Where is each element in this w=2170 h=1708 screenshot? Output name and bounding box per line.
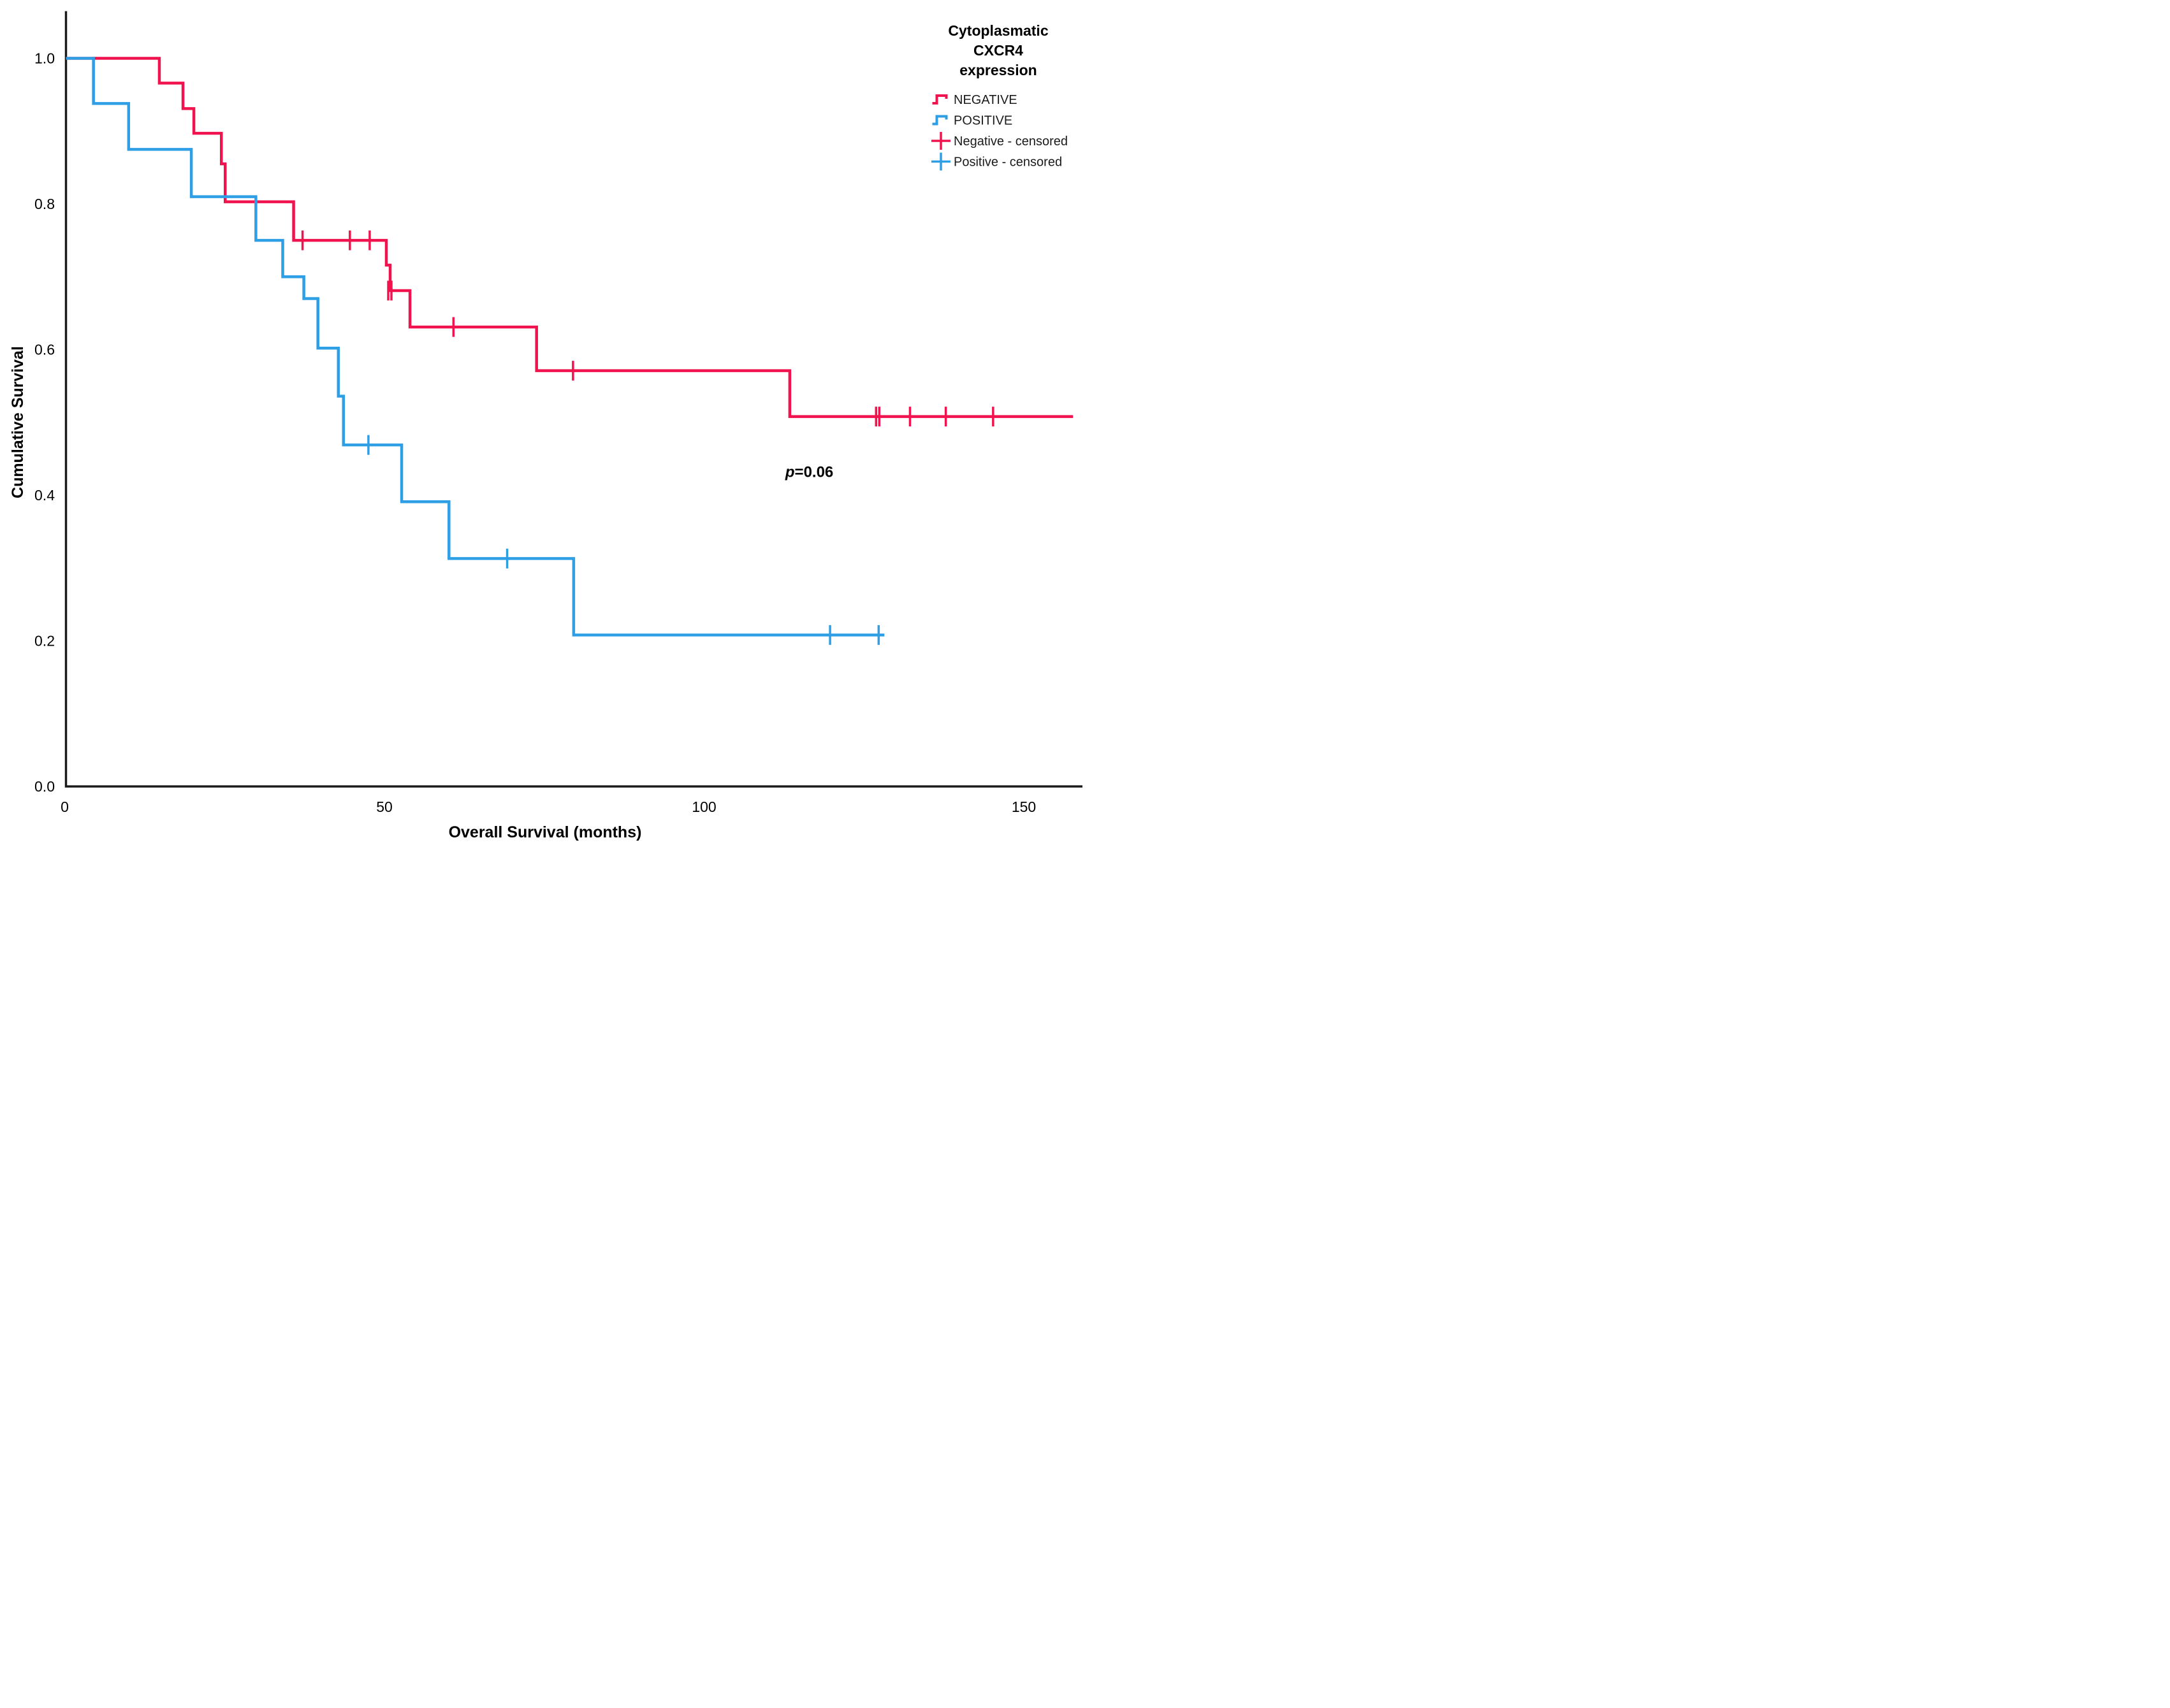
x-axis-title: Overall Survival (months) <box>449 823 642 841</box>
survival-curve-positive <box>66 57 885 637</box>
x-tick-label: 0 <box>61 799 69 815</box>
legend-item-positive: POSITIVE <box>932 114 1012 128</box>
x-tick-label: 50 <box>376 799 393 815</box>
legend-step-line-icon <box>932 94 948 105</box>
legend-item-positive-censored: Positive - censored <box>931 152 1062 171</box>
legend-item-label: Negative - censored <box>954 134 1068 148</box>
y-tick-label: 0.4 <box>34 487 55 503</box>
survival-curve-negative <box>66 57 1074 418</box>
x-tick-label: 150 <box>1012 799 1036 815</box>
legend-item-negative: NEGATIVE <box>932 93 1017 107</box>
legend-title-line: CXCR4 <box>973 42 1023 59</box>
legend-item-label: Positive - censored <box>954 156 1062 170</box>
legend-title-line: expression <box>959 62 1037 78</box>
legend-step-line-icon <box>932 115 948 126</box>
y-axis-title: Cumulative Survival <box>9 346 27 498</box>
legend-item-label: NEGATIVE <box>954 93 1017 107</box>
y-tick-label: 0.0 <box>34 778 55 795</box>
x-tick-label: 100 <box>692 799 716 815</box>
km-survival-figure: 0.0 0.2 0.4 0.6 0.8 1.0 0 50 100 150 Cumulative Su… <box>0 0 1085 854</box>
y-tick-label: 0.2 <box>34 633 55 649</box>
y-tick-label: 0.6 <box>34 342 55 358</box>
p-value-annotation: p=0.06 <box>785 463 833 481</box>
y-tick-label: 0.8 <box>34 196 55 212</box>
y-tick-label: 1.0 <box>34 50 55 67</box>
legend-item-label: POSITIVE <box>954 114 1012 128</box>
legend-item-negative-censored: Negative - censored <box>931 132 1068 150</box>
km-survival-plot: 0.0 0.2 0.4 0.6 0.8 1.0 0 50 100 150 Cumulative Su… <box>9 11 1082 841</box>
legend-title-line: Cytoplasmatic <box>948 22 1048 39</box>
